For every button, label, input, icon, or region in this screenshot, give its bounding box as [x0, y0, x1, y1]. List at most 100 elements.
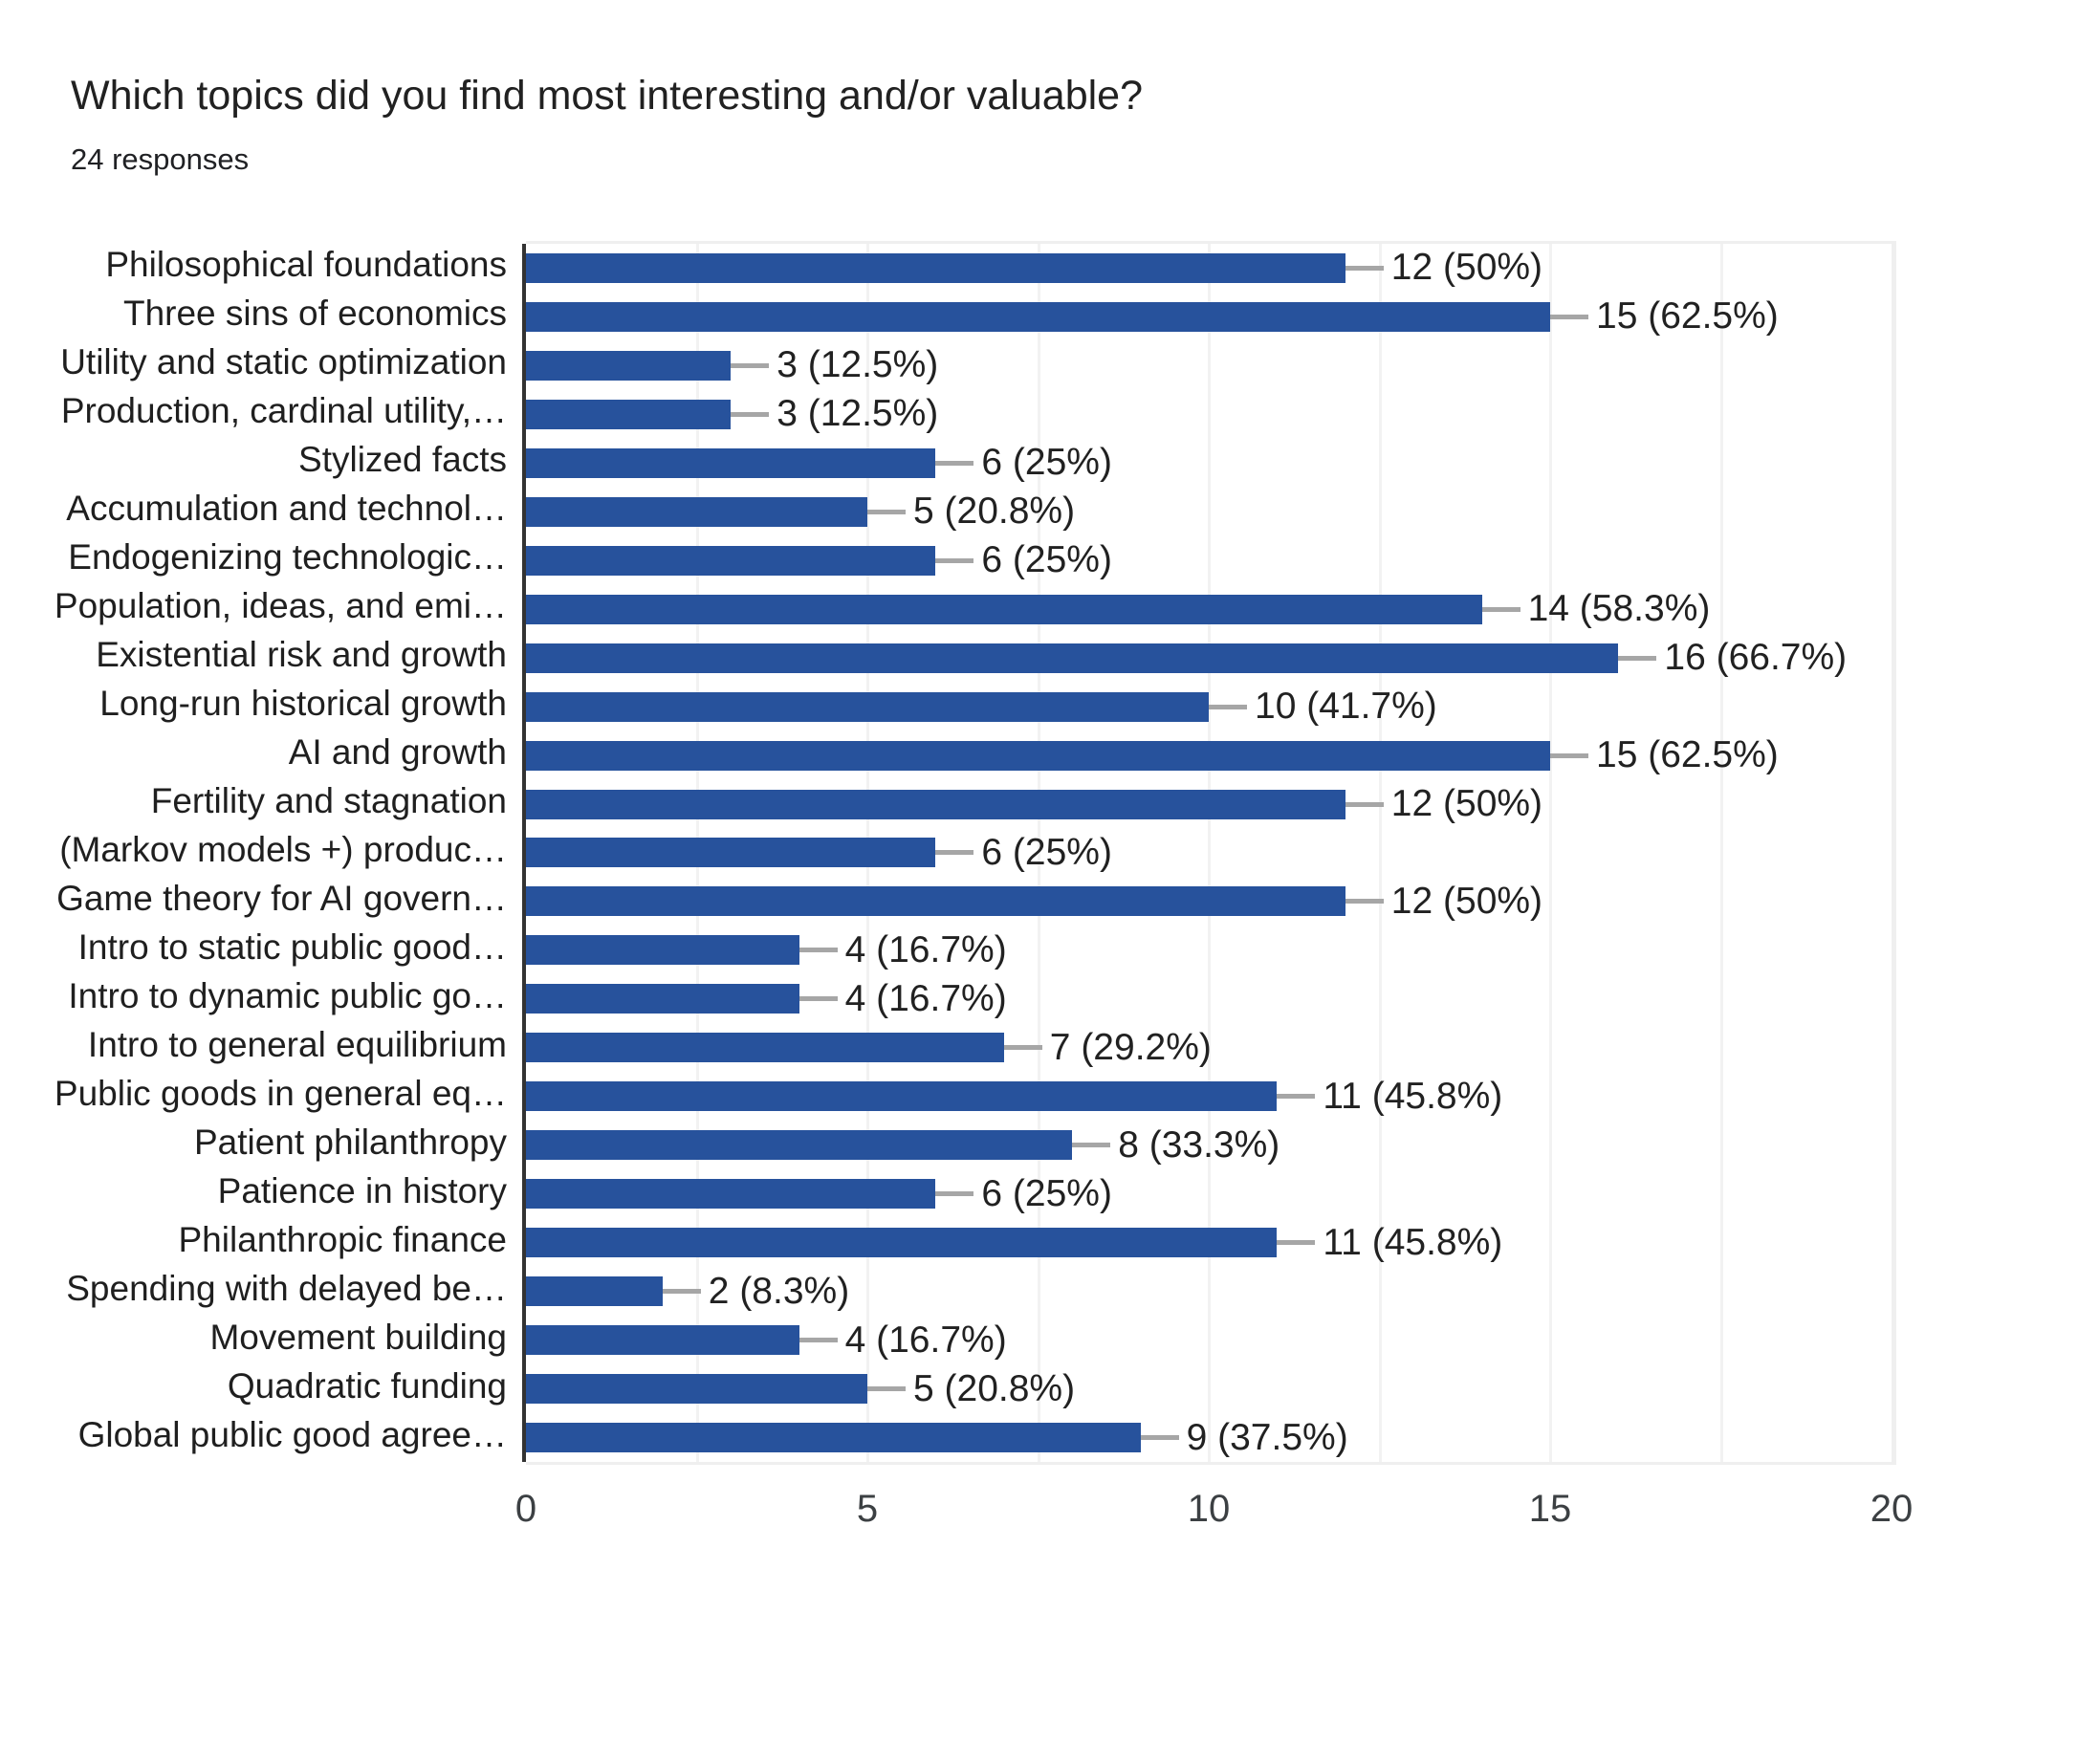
bar — [526, 594, 1482, 624]
category-label: Population, ideas, and emi… — [54, 586, 507, 626]
leader-line — [798, 1338, 838, 1343]
value-label: 4 (16.7%) — [844, 977, 1007, 1019]
category-label: Fertility and stagnation — [150, 781, 507, 821]
bar-row: 4 (16.7%) — [526, 1316, 1892, 1364]
bar — [526, 1179, 936, 1210]
bar — [526, 301, 1550, 332]
response-count: 24 responses — [71, 142, 250, 176]
category-label: Intro to general equilibrium — [87, 1024, 507, 1064]
bar-row: 5 (20.8%) — [526, 488, 1892, 536]
leader-line — [1209, 704, 1247, 709]
category-label: Global public good agree… — [77, 1414, 507, 1454]
bar — [526, 740, 1550, 771]
bar — [526, 447, 936, 478]
gridline — [1208, 244, 1211, 1462]
value-label: 11 (45.8%) — [1323, 1075, 1503, 1117]
bar-row: 6 (25%) — [526, 1169, 1892, 1218]
category-label: (Markov models +) produc… — [59, 829, 507, 869]
value-label: 2 (8.3%) — [708, 1270, 850, 1312]
category-label: Philanthropic finance — [178, 1219, 508, 1259]
bar — [526, 1276, 663, 1307]
leader-line — [1550, 752, 1588, 758]
leader-line — [935, 1191, 974, 1197]
value-label: 4 (16.7%) — [844, 928, 1007, 970]
y-axis-labels: Philosophical foundations Three sins of e… — [0, 241, 514, 1459]
bar-row: 15 (62.5%) — [526, 731, 1892, 780]
bar — [526, 838, 936, 868]
leader-line — [1277, 1240, 1316, 1246]
value-label: 6 (25%) — [981, 539, 1112, 581]
bar — [526, 1228, 1278, 1258]
x-axis: 0 5 10 15 20 — [515, 1488, 1913, 1545]
gridline — [1378, 244, 1382, 1462]
plot-area: 12 (50%) 15 (62.5%) 3 (12.5%) 3 (12.5%) 6 (2… — [522, 241, 1896, 1465]
value-label: 11 (45.8%) — [1323, 1221, 1503, 1263]
leader-line — [1345, 265, 1384, 271]
bar-row: 8 (33.3%) — [526, 1121, 1892, 1169]
leader-line — [1550, 314, 1588, 319]
category-label: Intro to static public good… — [77, 926, 507, 967]
bar — [526, 545, 936, 576]
category-label: Accumulation and technol… — [66, 489, 507, 529]
category-label: Movement building — [209, 1317, 507, 1357]
x-tick-label: 15 — [1528, 1488, 1572, 1530]
bar — [526, 252, 1345, 283]
bar-row: 12 (50%) — [526, 877, 1892, 926]
category-label: Three sins of economics — [122, 294, 507, 334]
bar — [526, 984, 799, 1014]
bar-row: 6 (25%) — [526, 829, 1892, 878]
bar-row: 4 (16.7%) — [526, 926, 1892, 974]
leader-line — [731, 411, 770, 417]
value-label: 12 (50%) — [1390, 880, 1543, 922]
category-label: Patience in history — [217, 1170, 507, 1210]
leader-line — [1277, 1094, 1316, 1100]
category-label: Endogenizing technologic… — [68, 537, 507, 578]
bar — [526, 350, 732, 381]
leader-line — [662, 1289, 701, 1295]
leader-line — [1345, 801, 1384, 807]
category-label: Spending with delayed be… — [66, 1268, 507, 1308]
bar — [526, 399, 732, 429]
bar — [526, 496, 867, 527]
bar-row: 10 (41.7%) — [526, 683, 1892, 731]
bar-row: 16 (66.7%) — [526, 634, 1892, 683]
leader-line — [1072, 1143, 1111, 1148]
bar-row: 6 (25%) — [526, 439, 1892, 488]
bar — [526, 1423, 1141, 1452]
chart-title: Which topics did you find most interesti… — [71, 73, 1144, 119]
bar — [526, 1033, 1004, 1063]
leader-line — [1618, 655, 1657, 661]
value-label: 6 (25%) — [981, 831, 1112, 873]
leader-line — [935, 460, 974, 466]
category-label: Utility and static optimization — [60, 342, 507, 382]
leader-line — [1345, 899, 1384, 905]
category-label: Stylized facts — [298, 440, 507, 480]
x-tick-label: 5 — [856, 1488, 879, 1530]
bar-row: 3 (12.5%) — [526, 341, 1892, 390]
bar-row: 12 (50%) — [526, 780, 1892, 829]
value-label: 6 (25%) — [981, 442, 1112, 484]
category-label: Existential risk and growth — [96, 635, 507, 675]
leader-line — [1140, 1435, 1179, 1440]
value-label: 16 (66.7%) — [1664, 637, 1848, 679]
leader-line — [935, 850, 974, 856]
value-label: 10 (41.7%) — [1255, 686, 1437, 728]
value-label: 14 (58.3%) — [1527, 588, 1711, 630]
leader-line — [731, 362, 770, 368]
bar — [526, 643, 1619, 673]
value-label: 3 (12.5%) — [777, 393, 939, 435]
category-label: Quadratic funding — [227, 1365, 507, 1406]
leader-line — [867, 1386, 906, 1392]
bar-row: 9 (37.5%) — [526, 1413, 1892, 1462]
leader-line — [1003, 1045, 1042, 1051]
x-tick-label: 10 — [1187, 1488, 1231, 1530]
x-tick-label: 0 — [514, 1488, 537, 1530]
bar-row: 5 (20.8%) — [526, 1364, 1892, 1413]
value-label: 5 (20.8%) — [913, 490, 1076, 533]
bar — [526, 935, 799, 966]
value-label: 4 (16.7%) — [844, 1319, 1007, 1361]
bar-row: 12 (50%) — [526, 244, 1892, 293]
value-label: 5 (20.8%) — [913, 1367, 1076, 1409]
bar — [526, 1130, 1073, 1161]
